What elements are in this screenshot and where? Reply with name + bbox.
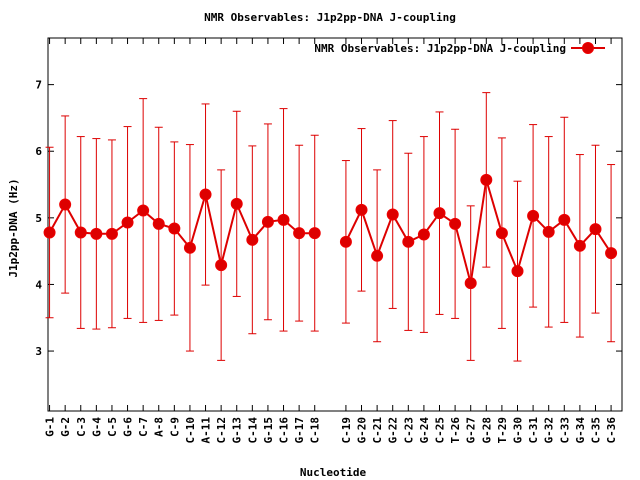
data-point: [542, 225, 555, 238]
data-point: [59, 198, 72, 211]
x-tick-label: A-11: [200, 417, 213, 444]
x-tick-label: C-33: [558, 417, 571, 444]
x-tick-label: G-4: [90, 417, 103, 437]
data-point: [168, 222, 181, 235]
x-tick-label: C-25: [434, 417, 447, 444]
x-tick-label: G-6: [122, 417, 135, 437]
data-point: [495, 227, 508, 240]
x-tick-label: C-31: [527, 417, 540, 444]
data-point: [433, 207, 446, 220]
data-point: [339, 235, 352, 248]
data-point: [589, 223, 602, 236]
chart-title: NMR Observables: J1p2pp-DNA J-coupling: [204, 11, 456, 24]
x-tick-label: G-1: [44, 417, 57, 437]
x-tick-label: C-5: [106, 417, 119, 437]
x-tick-label: G-22: [387, 417, 400, 444]
data-point: [43, 226, 56, 239]
data-point: [511, 265, 524, 278]
series-line: [48, 194, 315, 266]
y-axis-label: J1p2pp-DNA (Hz): [7, 178, 20, 277]
data-point: [137, 204, 150, 217]
x-tick-label: G-28: [480, 417, 493, 444]
legend-label: NMR Observables: J1p2pp-DNA J-coupling: [314, 42, 566, 55]
data-point: [573, 239, 586, 252]
x-tick-label: C-16: [278, 417, 291, 444]
x-tick-label: G-24: [418, 417, 431, 444]
x-tick-label: C-3: [75, 417, 88, 437]
x-tick-label: C-9: [168, 417, 181, 437]
x-tick-label: T-26: [449, 417, 462, 444]
data-point: [152, 217, 165, 230]
data-point: [215, 259, 228, 272]
data-point: [417, 228, 430, 241]
data-point: [105, 227, 118, 240]
data-point: [371, 249, 384, 262]
x-axis-label: Nucleotide: [300, 466, 367, 479]
legend-marker-sample: [582, 42, 594, 54]
data-point: [558, 213, 571, 226]
x-tick-label: G-30: [511, 417, 524, 444]
data-point: [199, 188, 212, 201]
x-tick-label: G-27: [465, 417, 478, 444]
x-tick-label: G-20: [356, 417, 369, 444]
data-point: [308, 227, 321, 240]
x-tick-label: G-13: [231, 417, 244, 444]
x-tick-label: A-8: [153, 417, 166, 437]
data-point: [293, 227, 306, 240]
x-tick-label: C-21: [371, 417, 384, 444]
data-point: [527, 209, 540, 222]
y-tick-label: 5: [35, 212, 42, 225]
x-tick-label: C-36: [605, 417, 618, 444]
data-point: [74, 226, 87, 239]
x-tick-label: C-7: [137, 417, 150, 437]
data-point: [261, 215, 274, 228]
data-point: [402, 235, 415, 248]
x-tick-label: C-19: [340, 417, 353, 444]
x-tick-label: G-32: [543, 417, 556, 444]
data-point: [449, 217, 462, 230]
x-tick-label: C-35: [589, 417, 602, 444]
data-point: [355, 203, 368, 216]
data-point: [480, 173, 493, 186]
x-tick-label: C-10: [184, 417, 197, 444]
data-point: [230, 197, 243, 210]
plot-area: [47, 37, 623, 412]
y-tick-label: 7: [35, 79, 42, 92]
x-tick-label: C-12: [215, 417, 228, 444]
y-axis: 3 4 5 6 7: [35, 79, 622, 358]
x-tick-label: C-23: [402, 417, 415, 444]
data-series: [43, 92, 618, 362]
data-point: [121, 216, 134, 229]
data-point: [246, 233, 259, 246]
x-tick-label: G-34: [574, 417, 587, 444]
series-line: [345, 179, 612, 284]
data-point: [386, 208, 399, 221]
x-tick-label: G-17: [293, 417, 306, 444]
x-tick-label: T-29: [496, 417, 509, 444]
x-tick-label: C-18: [309, 417, 322, 444]
data-point: [464, 277, 477, 290]
x-tick-label: C-14: [246, 417, 259, 444]
data-point: [277, 213, 290, 226]
data-point: [183, 241, 196, 254]
data-point: [90, 227, 103, 240]
legend: NMR Observables: J1p2pp-DNA J-coupling: [314, 42, 605, 55]
y-tick-label: 3: [35, 345, 42, 358]
y-tick-label: 6: [35, 145, 42, 158]
x-tick-label: G-2: [59, 417, 72, 437]
x-tick-label: G-15: [262, 417, 275, 444]
data-point: [605, 247, 618, 260]
x-axis: G-1 G-2 C-3 G-4 C-5 G-6 C-7 A-8 C-9 C-10 A-11 C-12 G…: [44, 38, 618, 444]
y-tick-label: 4: [35, 278, 42, 291]
